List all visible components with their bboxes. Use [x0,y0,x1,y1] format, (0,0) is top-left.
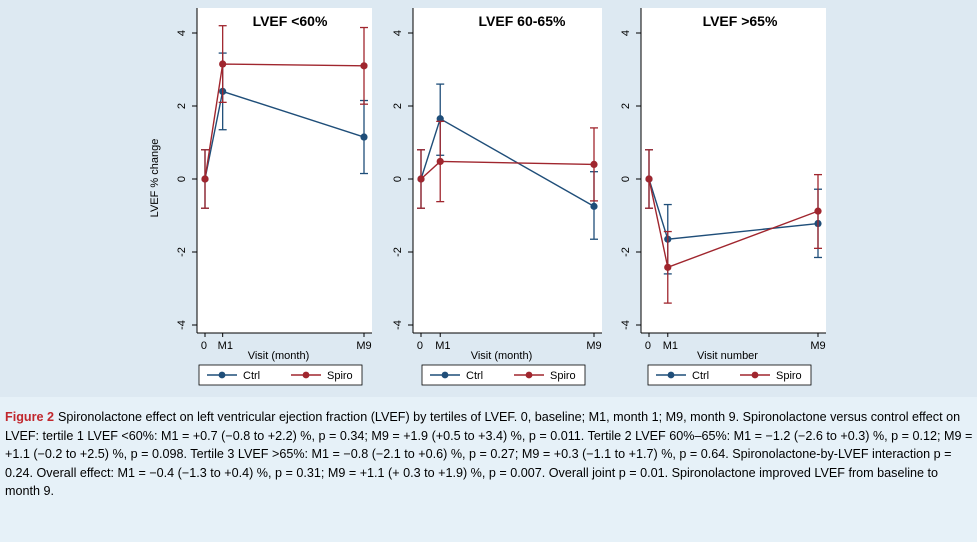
x-tick-label: M9 [356,340,371,352]
series-spiro [417,120,598,209]
data-point [360,133,368,141]
series-spiro [645,149,822,304]
y-tick-label: 4 [392,30,404,36]
figure-panel: LVEF <60% 4 2 0 -2 -4 LVEF % change 0 M1 M9 Visit … [149,8,826,386]
x-axis-label: Visit (month) [471,350,533,362]
y-tick-label: -2 [620,247,632,257]
x-axis-label: Visit number [697,350,758,362]
legend-box [421,364,586,386]
y-tick-label: 0 [620,176,632,182]
legend-swatch-marker [667,371,675,379]
figure-caption: Figure 2 Spironolactone effect on left ve… [5,408,973,501]
data-point [645,175,653,183]
y-tick-label: 2 [176,103,188,109]
x-tick-label: 0 [645,340,651,352]
y-tick-label: 2 [620,103,632,109]
legend-swatch-marker [525,371,533,379]
legend-box [198,364,363,386]
legend: Ctrl Spiro [421,364,586,386]
x-tick-label: M1 [435,340,450,352]
caption-text: Spironolactone effect on left ventricula… [5,410,973,499]
chart-title: LVEF 60-65% [479,13,566,29]
data-point [436,157,444,166]
chart-panel-1: LVEF <60% 4 2 0 -2 -4 LVEF % change 0 M1 M9 Visit … [149,8,372,386]
legend: Ctrl Spiro [647,364,812,386]
legend-swatch-marker [751,371,759,379]
legend-label: Ctrl [243,370,260,382]
legend-label: Ctrl [466,370,483,382]
chart-title: LVEF <60% [253,13,328,29]
y-tick-label: 0 [392,176,404,182]
y-tick-label: -4 [392,320,404,330]
legend-swatch-marker [441,371,449,379]
legend-box [647,364,812,386]
data-point [417,175,425,183]
caption-label: Figure 2 [5,410,54,424]
chart-panel-2: LVEF 60-65% 4 2 0 -2 -4 0 M1 M9 Visit (month) Ctrl… [392,8,602,386]
y-tick-label: -2 [392,247,404,257]
y-tick-label: 4 [620,30,632,36]
y-tick-label: -4 [620,320,632,330]
y-tick-label: 0 [176,176,188,182]
legend-label: Spiro [776,370,802,382]
data-point [590,202,598,210]
data-point [219,60,227,68]
y-tick-label: 4 [176,30,188,36]
chart-title: LVEF >65% [703,13,778,29]
x-axis-label: Visit (month) [248,350,310,362]
x-tick-label: M1 [663,340,678,352]
data-point [436,115,444,123]
data-point [590,160,598,168]
data-point [360,62,368,70]
plot-background [197,8,372,333]
series-spiro [201,25,368,209]
x-tick-label: 0 [417,340,423,352]
x-tick-label: M1 [218,340,233,352]
y-tick-label: -4 [176,320,188,330]
x-tick-label: M9 [586,340,601,352]
legend-swatch-marker [218,371,226,379]
plot-background [413,8,602,333]
legend-label: Ctrl [692,370,709,382]
y-tick-label: -2 [176,247,188,257]
plot-background [641,8,826,333]
x-tick-label: M9 [810,340,825,352]
legend-swatch-marker [302,371,310,379]
legend-label: Spiro [327,370,353,382]
chart-svg: LVEF <60% 4 2 0 -2 -4 LVEF % change 0 M1 M9 Visit … [149,8,826,386]
x-tick-label: 0 [201,340,207,352]
legend-label: Spiro [550,370,576,382]
legend: Ctrl Spiro [198,364,363,386]
data-point [201,175,209,183]
data-point [814,207,822,215]
y-tick-label: 2 [392,103,404,109]
data-point [664,263,672,271]
chart-panel-3: LVEF >65% 4 2 0 -2 -4 0 M1 M9 Visit number Ctrl Spi… [620,8,826,386]
y-axis-label: LVEF % change [149,139,161,218]
